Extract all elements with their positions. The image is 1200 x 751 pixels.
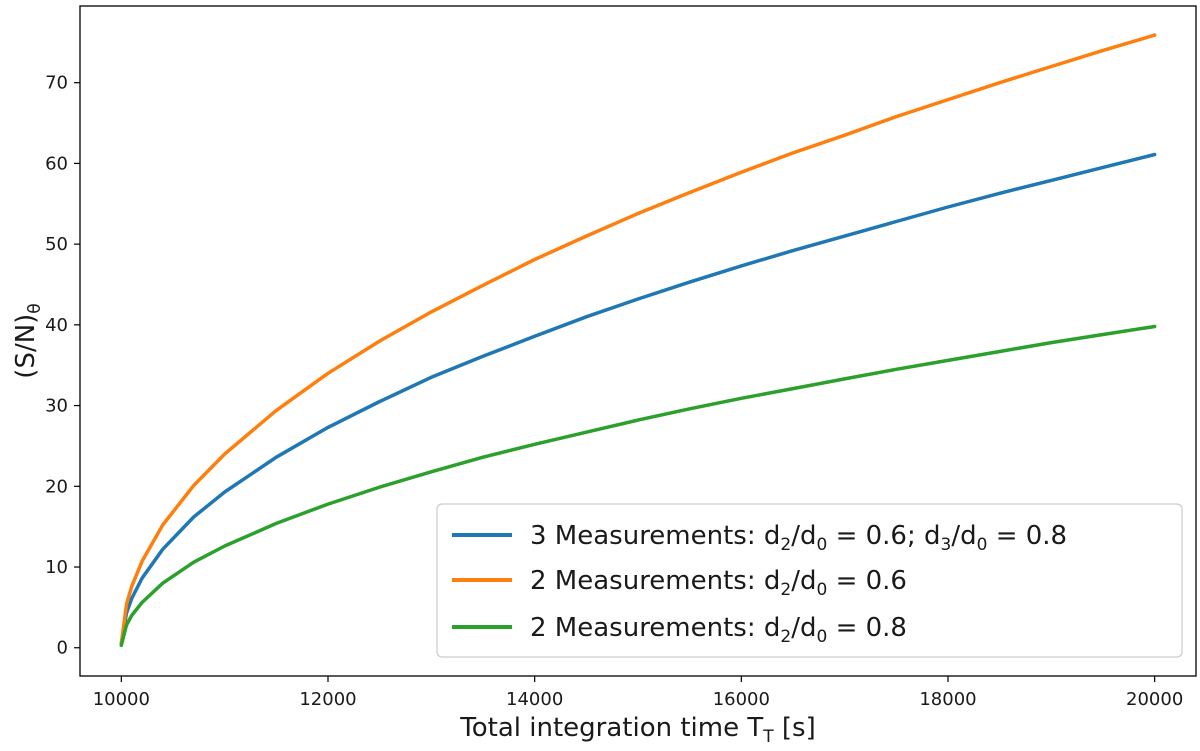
y-tick-label: 70 [45, 73, 68, 94]
legend-label-series-3: 2 Measurements: d2/d0 = 0.8 [530, 613, 907, 647]
y-axis-title-subscript: θ [25, 303, 45, 313]
x-tick-label: 10000 [93, 689, 150, 710]
x-tick-label: 18000 [919, 689, 976, 710]
series-line-3 [119, 324, 1157, 648]
y-axis: 0 10 20 30 40 50 60 70 [45, 73, 80, 659]
y-tick-label: 20 [45, 476, 68, 497]
legend-label-series-1: 3 Measurements: d2/d0 = 0.6; d3/d0 = 0.8 [530, 521, 1067, 555]
x-axis-title-main: Total integration time T [459, 713, 763, 743]
x-tick-label: 12000 [299, 689, 356, 710]
y-axis-title-main: (S/N) [11, 314, 41, 379]
plot-frame [79, 5, 1197, 677]
legend: 3 Measurements: d2/d0 = 0.6; d3/d0 = 0.8… [436, 503, 1183, 658]
x-tick-label: 14000 [506, 689, 563, 710]
series-layer [119, 33, 1157, 648]
y-tick-label: 60 [45, 153, 68, 174]
series-line-2 [119, 33, 1157, 646]
legend-label-series-2: 2 Measurements: d2/d0 = 0.6 [530, 566, 907, 600]
x-axis: 10000 12000 14000 16000 18000 20000 [93, 676, 1183, 710]
y-tick-label: 40 [45, 315, 68, 336]
x-axis-title: Total integration time TT [s] [459, 713, 815, 747]
y-axis-title: (S/N)θ [11, 303, 45, 378]
y-tick-label: 0 [57, 638, 68, 659]
x-axis-title-subscript: T [762, 727, 774, 747]
y-tick-label: 50 [45, 234, 68, 255]
y-tick-label: 30 [45, 396, 68, 417]
x-tick-label: 16000 [713, 689, 770, 710]
x-tick-label: 20000 [1126, 689, 1183, 710]
legend-box [436, 503, 1183, 658]
series-line-1 [119, 152, 1157, 646]
y-tick-label: 10 [45, 557, 68, 578]
x-axis-title-unit: [s] [774, 713, 816, 743]
